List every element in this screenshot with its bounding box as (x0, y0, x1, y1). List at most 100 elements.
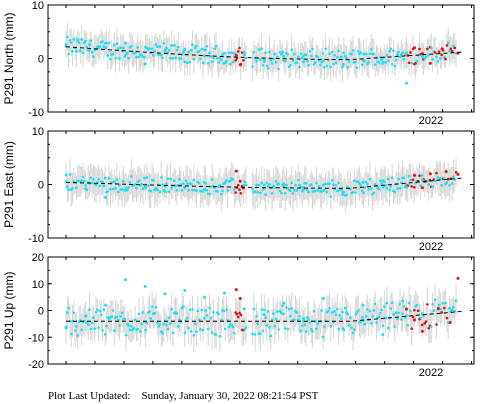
data-point (317, 185, 321, 188)
data-point (452, 305, 455, 309)
data-point (278, 189, 282, 193)
recent-point (426, 303, 429, 306)
data-point (341, 65, 344, 69)
data-point (381, 324, 385, 327)
data-point (269, 334, 273, 338)
data-point (392, 313, 395, 316)
data-point (89, 176, 93, 180)
data-point (202, 316, 206, 320)
data-point (277, 182, 280, 186)
data-point (119, 315, 123, 318)
data-point (146, 184, 150, 187)
y-tick-label: 0 (38, 180, 44, 192)
data-point (253, 333, 257, 336)
data-point (396, 53, 399, 57)
trend-line (65, 177, 463, 189)
y-tick-label: -20 (28, 359, 44, 371)
data-point (152, 179, 155, 182)
data-point (145, 176, 149, 179)
data-point (262, 313, 266, 317)
data-point (394, 58, 398, 62)
recent-point (445, 316, 449, 320)
data-point (206, 327, 210, 331)
data-point (270, 318, 274, 321)
data-point (316, 322, 320, 326)
data-point (157, 325, 160, 328)
data-point (363, 186, 367, 189)
data-point (216, 189, 219, 193)
data-point (307, 190, 310, 194)
data-point (203, 295, 207, 299)
data-point (144, 328, 147, 332)
data-point (72, 311, 76, 315)
data-point (169, 177, 172, 181)
error-bars (65, 158, 457, 213)
data-point (420, 174, 424, 177)
x-tick-label: 2022 (419, 115, 443, 127)
recent-point (412, 46, 416, 50)
data-point (358, 182, 361, 185)
data-point (351, 331, 355, 335)
data-point (336, 56, 339, 59)
recent-point (234, 191, 237, 194)
data-point (291, 59, 295, 62)
data-point (183, 331, 187, 334)
recent-point (423, 322, 427, 325)
data-point (209, 55, 213, 58)
data-point (255, 59, 258, 63)
data-point (381, 185, 385, 189)
data-point (77, 41, 81, 45)
recent-point (436, 306, 440, 310)
data-point (424, 55, 428, 59)
data-point (346, 312, 350, 316)
data-point (232, 187, 236, 191)
data-point (251, 332, 254, 336)
data-point (323, 188, 326, 192)
data-point (260, 181, 263, 185)
data-point (195, 189, 198, 192)
data-point (148, 310, 151, 313)
data-point (403, 53, 407, 56)
data-point (156, 188, 159, 192)
data-point (199, 57, 202, 61)
data-point (379, 312, 382, 315)
data-point (73, 329, 77, 332)
data-point (360, 315, 364, 319)
data-point (279, 311, 283, 315)
data-point (111, 309, 115, 312)
data-point (393, 64, 397, 68)
recent-point (411, 178, 415, 182)
data-point (439, 57, 442, 60)
data-point (172, 179, 176, 183)
y-tick-label: 0 (38, 54, 44, 66)
data-point (191, 43, 194, 47)
data-point (153, 49, 157, 53)
data-point (142, 176, 146, 180)
data-point (300, 324, 304, 328)
data-point (150, 47, 154, 51)
data-point (375, 321, 378, 324)
recent-point (238, 63, 242, 67)
data-point (268, 183, 271, 186)
data-point (323, 325, 326, 328)
data-point (251, 187, 254, 191)
data-point (259, 191, 262, 195)
data-point (388, 49, 391, 53)
data-point (273, 324, 277, 328)
recent-point (413, 185, 416, 189)
data-point (208, 192, 211, 196)
data-point (205, 188, 209, 192)
data-point (325, 64, 329, 68)
data-point (372, 52, 376, 56)
data-point (298, 65, 301, 69)
data-point (277, 67, 280, 71)
data-point (67, 52, 70, 56)
data-point (361, 58, 365, 62)
data-point (299, 52, 303, 55)
data-point (132, 326, 136, 330)
data-point (162, 322, 166, 326)
data-point (281, 50, 284, 54)
data-point (401, 51, 404, 55)
data-point (167, 316, 171, 319)
data-point (133, 318, 137, 322)
